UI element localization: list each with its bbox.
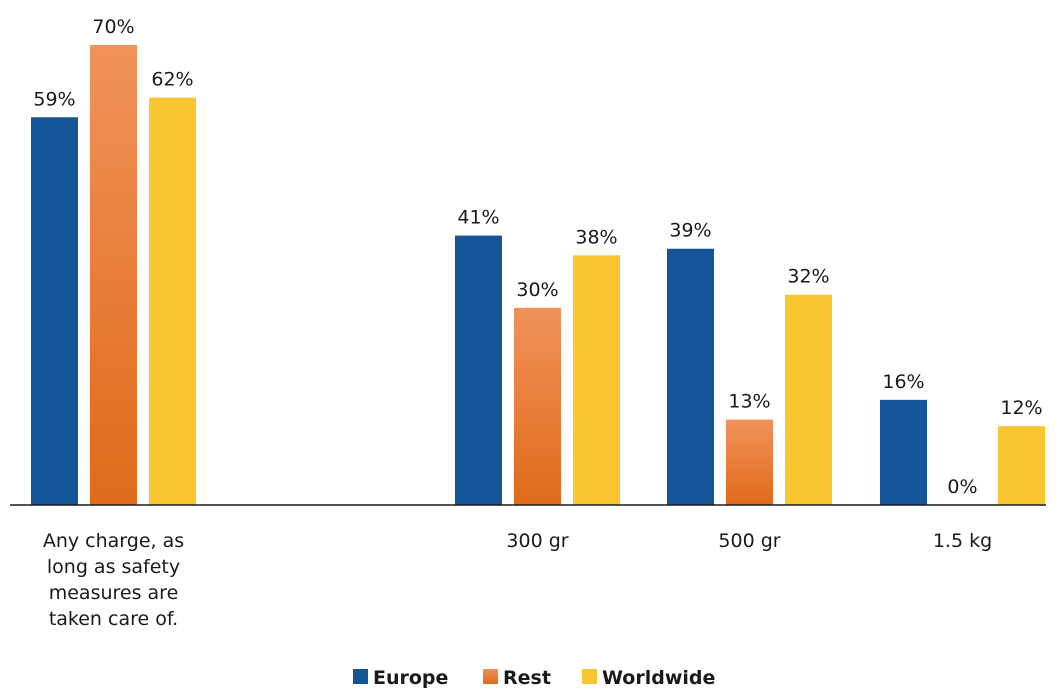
data-label-europe-3: 39% [669, 220, 711, 242]
category-label-1: Any charge, as long as safety measures are… [43, 530, 184, 630]
data-label-rest-1: 70% [92, 16, 134, 38]
data-labels-group: 59% 70% 62% 41% 30% 38% 39% 13% 32% 16% 0% 12% [33, 16, 1042, 498]
bars-group [31, 45, 1045, 506]
category-label-line: 1.5 kg [933, 530, 992, 552]
data-label-europe-4: 16% [882, 371, 924, 393]
category-label-line: measures are [49, 582, 179, 604]
bar-europe-1 [31, 117, 78, 506]
legend-label-worldwide: Worldwide [602, 667, 715, 689]
category-label-line: 500 gr [718, 530, 780, 552]
bar-europe-4 [880, 399, 927, 505]
bar-europe-3 [667, 248, 714, 505]
legend-label-rest: Rest [503, 667, 551, 689]
category-label-line: 300 gr [506, 530, 568, 552]
legend-swatch-worldwide [582, 669, 597, 684]
bar-worldwide-2 [573, 255, 620, 505]
data-label-rest-2: 30% [516, 279, 558, 301]
bar-europe-2 [455, 235, 502, 506]
legend-label-europe: Europe [373, 667, 448, 689]
legend-swatch-rest [483, 669, 498, 684]
data-label-worldwide-2: 38% [575, 226, 617, 248]
bar-rest-1 [90, 45, 137, 505]
category-label-line: taken care of. [49, 608, 178, 630]
category-label-4: 1.5 kg [933, 530, 992, 552]
category-label-3: 500 gr [718, 530, 780, 552]
data-label-europe-1: 59% [33, 88, 75, 110]
category-labels-group: Any charge, as long as safety measures are… [43, 530, 992, 630]
category-label-2: 300 gr [506, 530, 568, 552]
bar-worldwide-1 [149, 97, 196, 506]
bar-worldwide-4 [998, 426, 1045, 505]
data-label-rest-4: 0% [947, 476, 977, 498]
bar-rest-3 [726, 419, 773, 505]
data-label-worldwide-3: 32% [787, 266, 829, 288]
category-label-line: Any charge, as [43, 530, 184, 552]
data-label-worldwide-4: 12% [1000, 397, 1042, 419]
bar-worldwide-3 [785, 294, 832, 505]
bar-rest-2 [514, 307, 561, 505]
legend: Europe Rest Worldwide [353, 667, 715, 689]
data-label-worldwide-1: 62% [151, 69, 193, 91]
data-label-rest-3: 13% [728, 391, 770, 413]
data-label-europe-2: 41% [457, 207, 499, 229]
legend-swatch-europe [353, 669, 368, 684]
category-label-line: long as safety [47, 556, 180, 578]
